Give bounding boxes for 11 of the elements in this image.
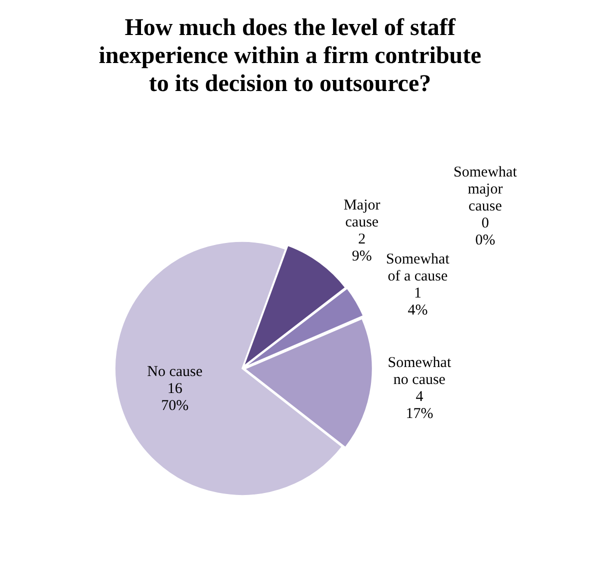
data-label: 4 17% bbox=[406, 389, 434, 422]
chart-title: How much does the level of staff inexperience within a firm contribute to its decision to outsource? bbox=[98, 14, 482, 98]
category-label: Somewhat major cause bbox=[454, 164, 517, 215]
data-label: 2 9% bbox=[352, 231, 372, 264]
data-label: 1 4% bbox=[408, 286, 428, 319]
data-label: 16 70% bbox=[161, 380, 189, 414]
slice-label: Somewhat of a cause bbox=[386, 252, 450, 285]
slice-label: No cause bbox=[147, 364, 203, 380]
slice-label: Somewhat no cause bbox=[388, 355, 452, 388]
text: 0 0% bbox=[475, 216, 496, 249]
slice-label: Major cause bbox=[344, 197, 380, 230]
